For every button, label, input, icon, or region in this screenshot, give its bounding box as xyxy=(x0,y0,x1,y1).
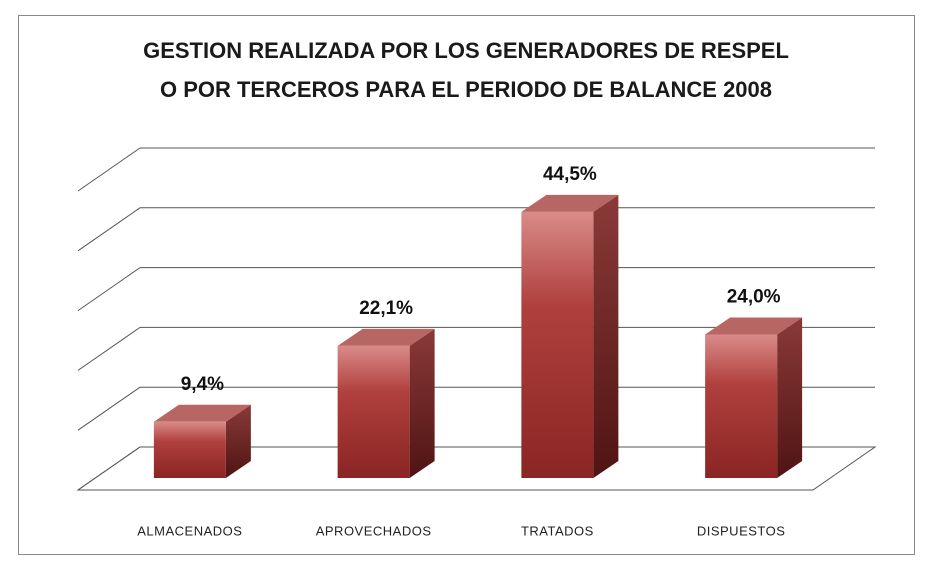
grid-line-side xyxy=(77,147,141,192)
value-label: 22,1% xyxy=(359,298,413,319)
chart-title: GESTION REALIZADA POR LOS GENERADORES DE… xyxy=(143,38,789,63)
bar xyxy=(337,345,410,478)
bar-top xyxy=(337,328,435,346)
bar-side xyxy=(409,328,435,478)
x-tick-label: DISPUESTOS xyxy=(697,523,786,538)
bar-side xyxy=(593,194,619,478)
bar-side xyxy=(777,317,803,478)
bar-top xyxy=(705,317,803,335)
bar xyxy=(153,421,226,478)
bar-top xyxy=(153,404,251,422)
x-tick-label: TRATADOS xyxy=(521,523,594,538)
chart-subtitle: O POR TERCEROS PARA EL PERIODO DE BALANC… xyxy=(160,77,772,102)
value-label: 44,5% xyxy=(543,164,597,185)
grid-line-side xyxy=(77,446,141,491)
grid-line-side xyxy=(77,386,141,431)
value-label: 9,4% xyxy=(181,374,224,395)
x-tick-label: APROVECHADOS xyxy=(316,523,432,538)
bar xyxy=(705,334,778,478)
grid-line-side xyxy=(77,267,141,312)
bar-side xyxy=(225,404,251,478)
grid-line-side xyxy=(77,326,141,371)
x-tick-label: ALMACENADOS xyxy=(137,523,242,538)
grid-line-side xyxy=(77,207,141,252)
bar xyxy=(521,211,594,478)
bar-top xyxy=(521,194,619,212)
value-label: 24,0% xyxy=(727,286,781,307)
